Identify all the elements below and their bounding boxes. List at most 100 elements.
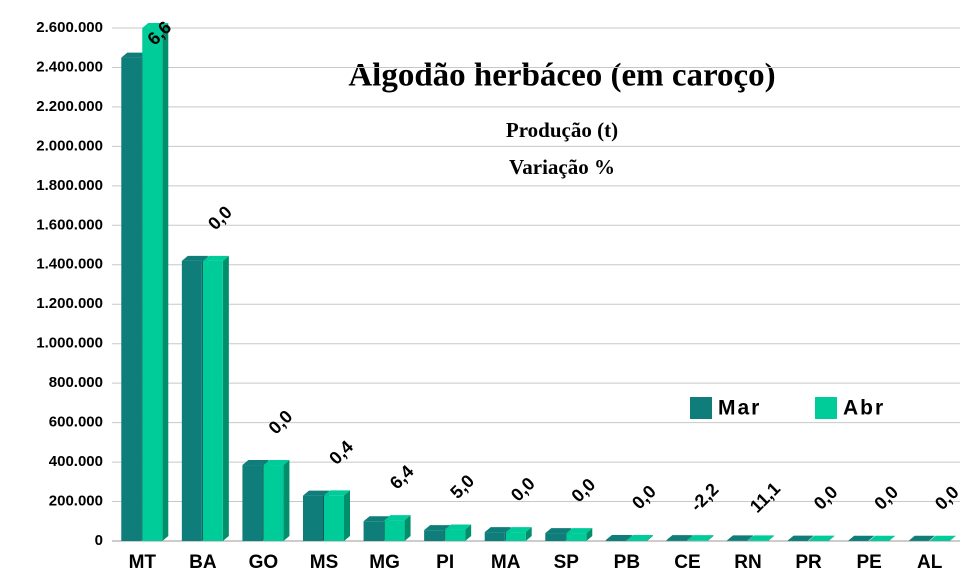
bar-side (646, 535, 653, 541)
bar-side (222, 255, 229, 542)
bar-side (747, 535, 753, 541)
data-label: 0,0 (265, 406, 297, 438)
bar-top (545, 528, 572, 534)
bar-top (908, 535, 935, 541)
data-label: 0,0 (810, 482, 842, 514)
bar (605, 540, 626, 541)
bar (424, 530, 445, 541)
bar (263, 465, 284, 541)
bar-top (445, 524, 472, 530)
bar-top (181, 255, 208, 261)
y-tick-label: 2.000.000 (36, 137, 103, 154)
bar (181, 260, 202, 541)
bar-side (404, 515, 411, 541)
bar-top (324, 490, 350, 496)
y-tick-label: 800.000 (49, 374, 103, 391)
x-tick-label: BA (189, 552, 217, 572)
bar-side (586, 528, 593, 541)
bar-top (748, 535, 774, 541)
bar-side (686, 535, 693, 541)
bar-top (626, 535, 653, 541)
bar (445, 529, 466, 541)
bar (303, 495, 323, 541)
bar-side (344, 490, 350, 541)
bar-top (303, 490, 329, 496)
bar-side (162, 23, 169, 541)
bar-side (828, 535, 835, 541)
y-tick-label: 0 (95, 532, 103, 549)
bar-side (928, 535, 935, 541)
data-label: 0,0 (870, 482, 902, 514)
bar (484, 532, 505, 541)
bar-top (505, 527, 532, 533)
x-tick-label: PE (856, 552, 881, 572)
chart-subtitle: Variação % (509, 155, 615, 179)
x-tick-label: PI (436, 552, 454, 572)
legend-swatch (690, 397, 712, 419)
bar-top (484, 527, 511, 533)
x-tick-label: AL (917, 552, 943, 572)
bar-side (768, 535, 774, 541)
bar-top (666, 535, 693, 541)
bar-top (848, 535, 875, 541)
y-tick-label: 2.400.000 (36, 58, 103, 75)
bar-top (727, 535, 753, 541)
x-tick-label: MA (491, 552, 521, 572)
bar (202, 260, 223, 541)
legend-label: Mar (718, 397, 761, 420)
bar-top (121, 52, 148, 58)
x-tick-label: RN (734, 552, 761, 572)
x-tick-label: MS (310, 552, 339, 572)
bar-top (869, 535, 896, 541)
x-tick-label: PB (614, 552, 640, 572)
bar (727, 540, 747, 541)
data-label: 0,0 (204, 202, 236, 234)
bar-side (807, 535, 814, 541)
bar-side (525, 527, 532, 541)
bar (363, 521, 384, 541)
data-label: -2,2 (687, 479, 723, 515)
y-tick-label: 2.600.000 (36, 19, 103, 36)
data-label: 0,0 (931, 482, 963, 514)
bar-top (605, 535, 632, 541)
bar-side (949, 535, 956, 541)
y-tick-label: 1.800.000 (36, 177, 103, 194)
bar (748, 540, 768, 541)
data-label: 0,0 (628, 481, 660, 513)
bar-side (707, 535, 714, 541)
bar-top (929, 535, 956, 541)
bar-side (283, 460, 290, 541)
data-label: 5,0 (446, 471, 478, 503)
bar (545, 533, 566, 541)
chart-title: Algodão herbáceo (em caroço) (348, 58, 775, 94)
x-tick-label: GO (249, 552, 279, 572)
bar-top (687, 535, 714, 541)
x-tick-label: MT (129, 552, 157, 572)
bar (626, 540, 647, 541)
y-tick-label: 1.600.000 (36, 216, 103, 233)
bar-side (868, 535, 875, 541)
bar (384, 520, 405, 541)
bar-top (424, 525, 451, 531)
bar-side (889, 535, 896, 541)
y-tick-label: 1.200.000 (36, 295, 103, 312)
bar-top (242, 460, 269, 466)
bar-top (384, 515, 411, 521)
data-label: 6,4 (386, 461, 418, 493)
legend-label: Abr (843, 397, 885, 420)
bar (142, 28, 163, 541)
x-tick-label: SP (554, 552, 580, 572)
bar-top (142, 23, 169, 28)
data-label: 0,0 (507, 473, 539, 505)
chart-subtitle: Produção (t) (506, 118, 618, 142)
bar-side (465, 524, 472, 541)
x-tick-label: MG (369, 552, 400, 572)
bar (566, 533, 587, 541)
bar (242, 465, 263, 541)
bar (324, 495, 344, 541)
y-tick-label: 1.400.000 (36, 256, 103, 273)
bar (666, 540, 687, 541)
bar-top (363, 516, 390, 522)
bar (121, 57, 142, 541)
